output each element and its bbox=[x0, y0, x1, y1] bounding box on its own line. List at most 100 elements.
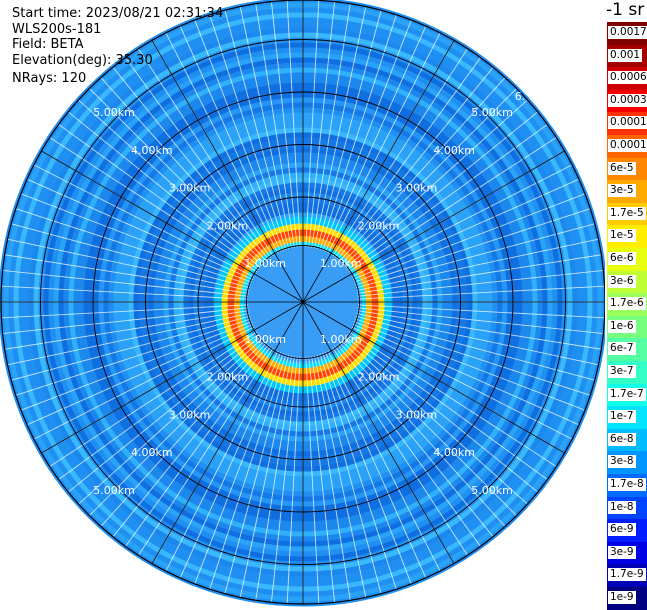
colorbar-tick-label: 1e-6 bbox=[608, 319, 636, 333]
colorbar-tick-label: 3e-5 bbox=[608, 184, 636, 198]
ray-line bbox=[58, 124, 259, 271]
ray-line bbox=[239, 355, 293, 598]
range-label: 1.00km bbox=[244, 333, 286, 346]
ray-line bbox=[319, 354, 397, 590]
colorbar-tick-label: 3e-7 bbox=[608, 365, 636, 378]
range-label: 2.00km bbox=[358, 219, 400, 232]
ray-line bbox=[1, 285, 249, 300]
ray-line bbox=[305, 0, 320, 248]
ray-line bbox=[308, 356, 336, 603]
ray-line bbox=[332, 347, 468, 556]
azimuth-line bbox=[302, 301, 565, 454]
ray-line bbox=[305, 356, 320, 604]
ray-line bbox=[100, 342, 267, 527]
ray-line bbox=[356, 312, 599, 366]
colorbar-tick-label: 1.7e-5 bbox=[608, 206, 646, 220]
ray-line bbox=[343, 99, 528, 266]
ray-line bbox=[138, 48, 274, 257]
ray-line bbox=[125, 57, 272, 258]
range-label: 2.00km bbox=[207, 219, 249, 232]
ray-line bbox=[194, 353, 284, 585]
range-label: 3.00km bbox=[396, 182, 438, 195]
range-label: 5.00km bbox=[93, 106, 135, 119]
ray-line bbox=[356, 315, 595, 381]
ray-line bbox=[327, 350, 441, 572]
ray-line bbox=[2, 307, 249, 335]
ray-line bbox=[179, 352, 282, 579]
colorbar-tick-label: 3e-9 bbox=[608, 545, 636, 559]
azimuth-line bbox=[151, 40, 304, 303]
colorbar-tick-label: 6e-9 bbox=[608, 523, 636, 537]
ray-line bbox=[311, 356, 351, 601]
ray-line bbox=[15, 208, 251, 286]
ray-line bbox=[125, 346, 272, 547]
range-label: 4.00km bbox=[433, 144, 475, 157]
colorbar-tick-label: 1.7e-8 bbox=[608, 478, 646, 491]
range-label: 1.00km bbox=[320, 257, 362, 270]
ray-lines bbox=[1, 0, 605, 604]
ray-line bbox=[327, 32, 441, 254]
ray-line bbox=[255, 3, 295, 248]
range-label-corner: 6. bbox=[515, 90, 526, 103]
ray-line bbox=[337, 344, 494, 537]
azimuth-line bbox=[41, 301, 304, 454]
ray-line bbox=[7, 312, 250, 366]
range-labels: 1.00km 1.00km 1.00km 1.00km 2.00km 2.00km 2.00… bbox=[93, 90, 525, 497]
ray-line bbox=[356, 238, 599, 292]
ray-line bbox=[347, 333, 548, 480]
colorbar-tick-label: 0.0017 bbox=[608, 26, 647, 39]
ray-line bbox=[209, 14, 287, 250]
range-label: 1.00km bbox=[320, 333, 362, 346]
colorbar-tick-label: 1e-5 bbox=[608, 229, 636, 243]
ray-line bbox=[68, 336, 261, 493]
ray-line bbox=[355, 318, 591, 396]
ray-line bbox=[255, 356, 295, 601]
ray-line bbox=[194, 19, 284, 251]
colorbar-tick-label: 1.7e-6 bbox=[608, 297, 646, 311]
range-label: 3.00km bbox=[396, 408, 438, 421]
ray-line bbox=[339, 342, 506, 527]
colorbar-tick-label: 0.0003 bbox=[608, 93, 647, 107]
colorbar-tick-label: 1.7e-7 bbox=[608, 387, 646, 401]
azimuth-line bbox=[302, 301, 455, 564]
ray-line bbox=[353, 323, 580, 426]
ray-line bbox=[270, 356, 298, 603]
ray-line bbox=[112, 67, 269, 260]
colorbar-tick-label: 0.0006 bbox=[608, 71, 647, 85]
range-label: 5.00km bbox=[471, 106, 513, 119]
ray-line bbox=[351, 326, 573, 440]
ray-line bbox=[308, 1, 336, 248]
ray-line bbox=[33, 326, 255, 440]
range-grid bbox=[0, 0, 605, 605]
ray-line bbox=[112, 344, 269, 537]
ray-line bbox=[311, 3, 351, 248]
ray-line bbox=[20, 321, 252, 411]
ray-line bbox=[165, 32, 279, 254]
ray-line bbox=[353, 178, 580, 281]
azimuth-line bbox=[151, 301, 304, 564]
colorbar-unit-label: -1 sr bbox=[606, 0, 645, 20]
ray-line bbox=[357, 285, 605, 300]
range-label: 4.00km bbox=[131, 144, 173, 157]
ray-line bbox=[343, 338, 528, 505]
ray-line bbox=[354, 193, 586, 283]
colorbar-tick-label: 0.001 bbox=[608, 48, 643, 62]
colorbar-tick-label: 1e-8 bbox=[608, 500, 636, 514]
range-label: 3.00km bbox=[169, 182, 211, 195]
ray-line bbox=[334, 346, 481, 547]
ray-line bbox=[356, 223, 595, 289]
ray-line bbox=[20, 193, 252, 283]
ray-line bbox=[357, 269, 604, 297]
ray-line bbox=[351, 164, 573, 278]
ray-line bbox=[26, 323, 253, 426]
ray-line bbox=[89, 340, 265, 516]
range-label: 5.00km bbox=[93, 484, 135, 497]
range-label: 2.00km bbox=[207, 371, 249, 384]
ray-line bbox=[49, 137, 258, 273]
ray-line bbox=[15, 318, 251, 396]
ray-line bbox=[78, 338, 263, 505]
ray-line bbox=[357, 307, 604, 335]
colorbar-tick-label: 1.7e-9 bbox=[608, 568, 646, 582]
ray-line bbox=[357, 310, 602, 350]
ray-line bbox=[354, 321, 586, 411]
